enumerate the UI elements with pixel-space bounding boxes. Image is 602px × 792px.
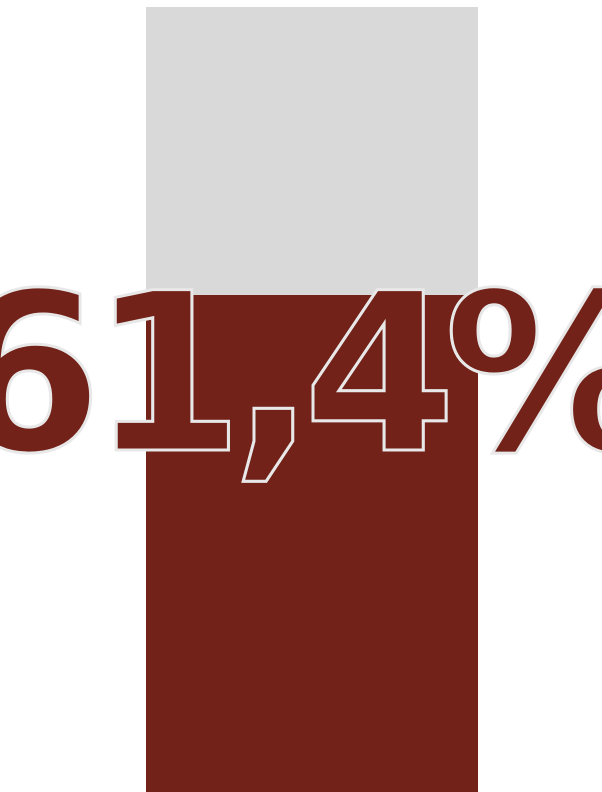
value-label-outline: 61,4% [0,246,602,502]
bar-fill [146,295,478,792]
value-label: 61,4% [0,246,602,502]
